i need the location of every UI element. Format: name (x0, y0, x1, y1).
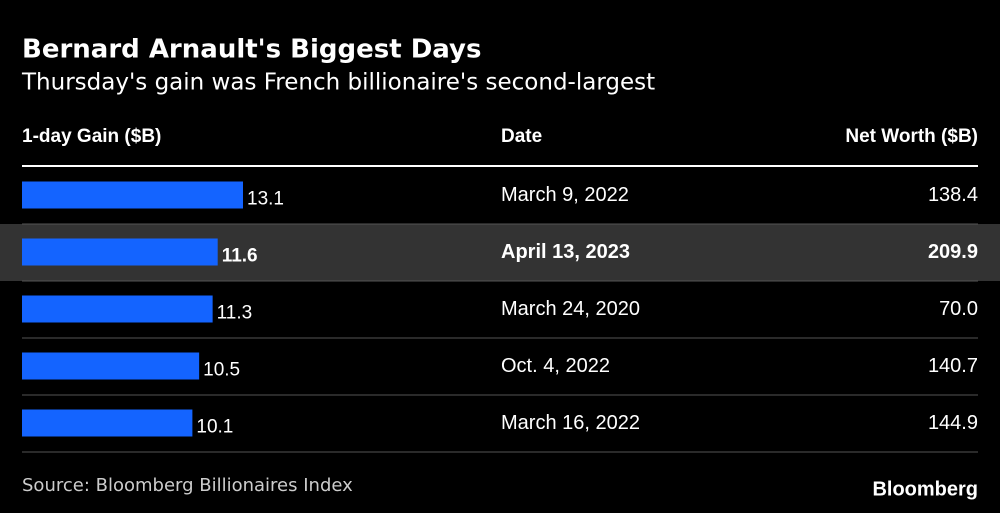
net-worth-cell: 140.7 (928, 355, 978, 377)
net-worth-cell: 144.9 (928, 412, 978, 434)
value-label: 11.3 (217, 303, 253, 324)
brand: Bloomberg (872, 478, 978, 500)
value-label: 13.1 (247, 189, 284, 210)
column-header: Date (501, 126, 542, 147)
column-header: Net Worth ($B) (845, 126, 978, 147)
value-label: 11.6 (222, 246, 258, 267)
chart-subtitle: Thursday's gain was French billionaire's… (21, 70, 655, 96)
value-label: 10.1 (196, 417, 233, 438)
source: Source: Bloomberg Billionaires Index (22, 475, 353, 496)
bar (22, 181, 243, 209)
date-cell: Oct. 4, 2022 (501, 355, 610, 377)
net-worth-cell: 70.0 (939, 298, 978, 320)
chart-title: Bernard Arnault's Biggest Days (22, 35, 481, 65)
date-cell: March 9, 2022 (501, 184, 629, 206)
date-cell: April 13, 2023 (501, 241, 630, 263)
date-cell: March 16, 2022 (501, 412, 640, 434)
net-worth-cell: 138.4 (928, 184, 978, 206)
net-worth-cell: 209.9 (928, 241, 978, 263)
bar (22, 238, 218, 266)
bar (22, 409, 193, 437)
column-header: 1-day Gain ($B) (22, 126, 161, 147)
bar (22, 295, 213, 323)
value-label: 10.5 (203, 360, 240, 381)
bar (22, 352, 200, 380)
date-cell: March 24, 2020 (501, 298, 640, 320)
